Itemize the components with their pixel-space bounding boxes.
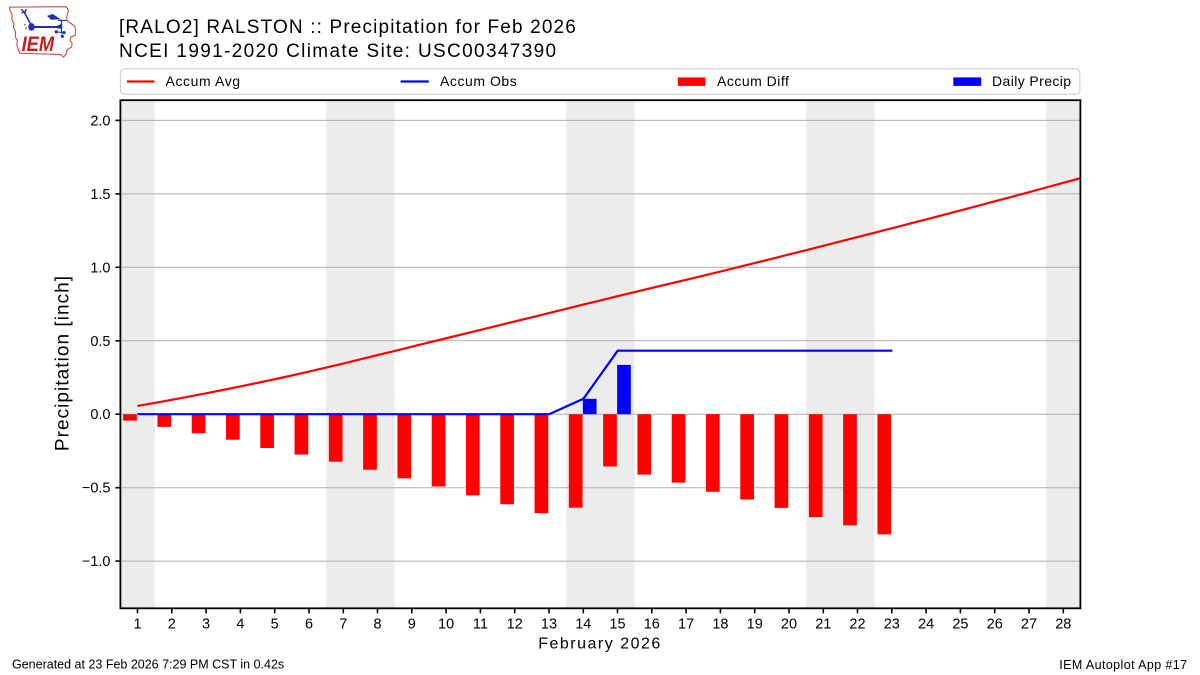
svg-text:13: 13 — [541, 616, 557, 632]
svg-text:9: 9 — [408, 616, 416, 632]
svg-text:Accum Avg: Accum Avg — [166, 73, 241, 89]
svg-text:17: 17 — [678, 616, 694, 632]
svg-text:5: 5 — [271, 616, 279, 632]
svg-text:8: 8 — [373, 616, 381, 632]
svg-text:3: 3 — [202, 616, 210, 632]
svg-text:1: 1 — [133, 616, 141, 632]
svg-text:−1.0: −1.0 — [82, 554, 111, 570]
svg-text:February 2026: February 2026 — [538, 636, 662, 653]
svg-text:15: 15 — [609, 616, 625, 632]
svg-text:28: 28 — [1055, 616, 1071, 632]
svg-text:25: 25 — [952, 616, 968, 632]
svg-text:10: 10 — [438, 616, 454, 632]
svg-text:2.0: 2.0 — [90, 113, 110, 129]
svg-text:[RALO2] RALSTON :: Precipitati: [RALO2] RALSTON :: Precipitation for Feb… — [119, 17, 577, 38]
svg-text:11: 11 — [473, 616, 488, 632]
svg-text:−0.5: −0.5 — [82, 481, 111, 497]
svg-text:1.0: 1.0 — [90, 260, 110, 276]
svg-text:Daily Precip: Daily Precip — [992, 73, 1072, 89]
svg-text:1.5: 1.5 — [90, 187, 110, 203]
svg-text:26: 26 — [987, 616, 1003, 632]
svg-text:IEM Autoplot App #17: IEM Autoplot App #17 — [1059, 658, 1187, 672]
svg-text:22: 22 — [849, 616, 865, 632]
svg-text:21: 21 — [815, 616, 831, 632]
svg-text:27: 27 — [1021, 616, 1037, 632]
svg-text:NCEI 1991-2020 Climate Site: U: NCEI 1991-2020 Climate Site: USC00347390 — [119, 41, 557, 62]
svg-text:7: 7 — [339, 616, 347, 632]
svg-text:24: 24 — [918, 616, 934, 632]
svg-text:2: 2 — [168, 616, 176, 632]
svg-text:12: 12 — [507, 616, 523, 632]
svg-text:6: 6 — [305, 616, 313, 632]
svg-text:19: 19 — [747, 616, 763, 632]
svg-text:IEM: IEM — [22, 32, 55, 56]
svg-text:Accum Obs: Accum Obs — [440, 73, 517, 89]
svg-text:20: 20 — [781, 616, 797, 632]
svg-text:Generated at 23 Feb 2026 7:29: Generated at 23 Feb 2026 7:29 PM CST in … — [12, 658, 284, 672]
svg-text:16: 16 — [644, 616, 660, 632]
svg-text:18: 18 — [712, 616, 728, 632]
svg-text:23: 23 — [884, 616, 900, 632]
svg-text:4: 4 — [236, 616, 244, 632]
svg-text:0.5: 0.5 — [90, 334, 110, 350]
svg-text:Precipitation [inch]: Precipitation [inch] — [53, 275, 74, 451]
svg-text:14: 14 — [575, 616, 591, 632]
svg-text:Accum Diff: Accum Diff — [717, 73, 789, 89]
svg-text:0.0: 0.0 — [90, 407, 110, 423]
